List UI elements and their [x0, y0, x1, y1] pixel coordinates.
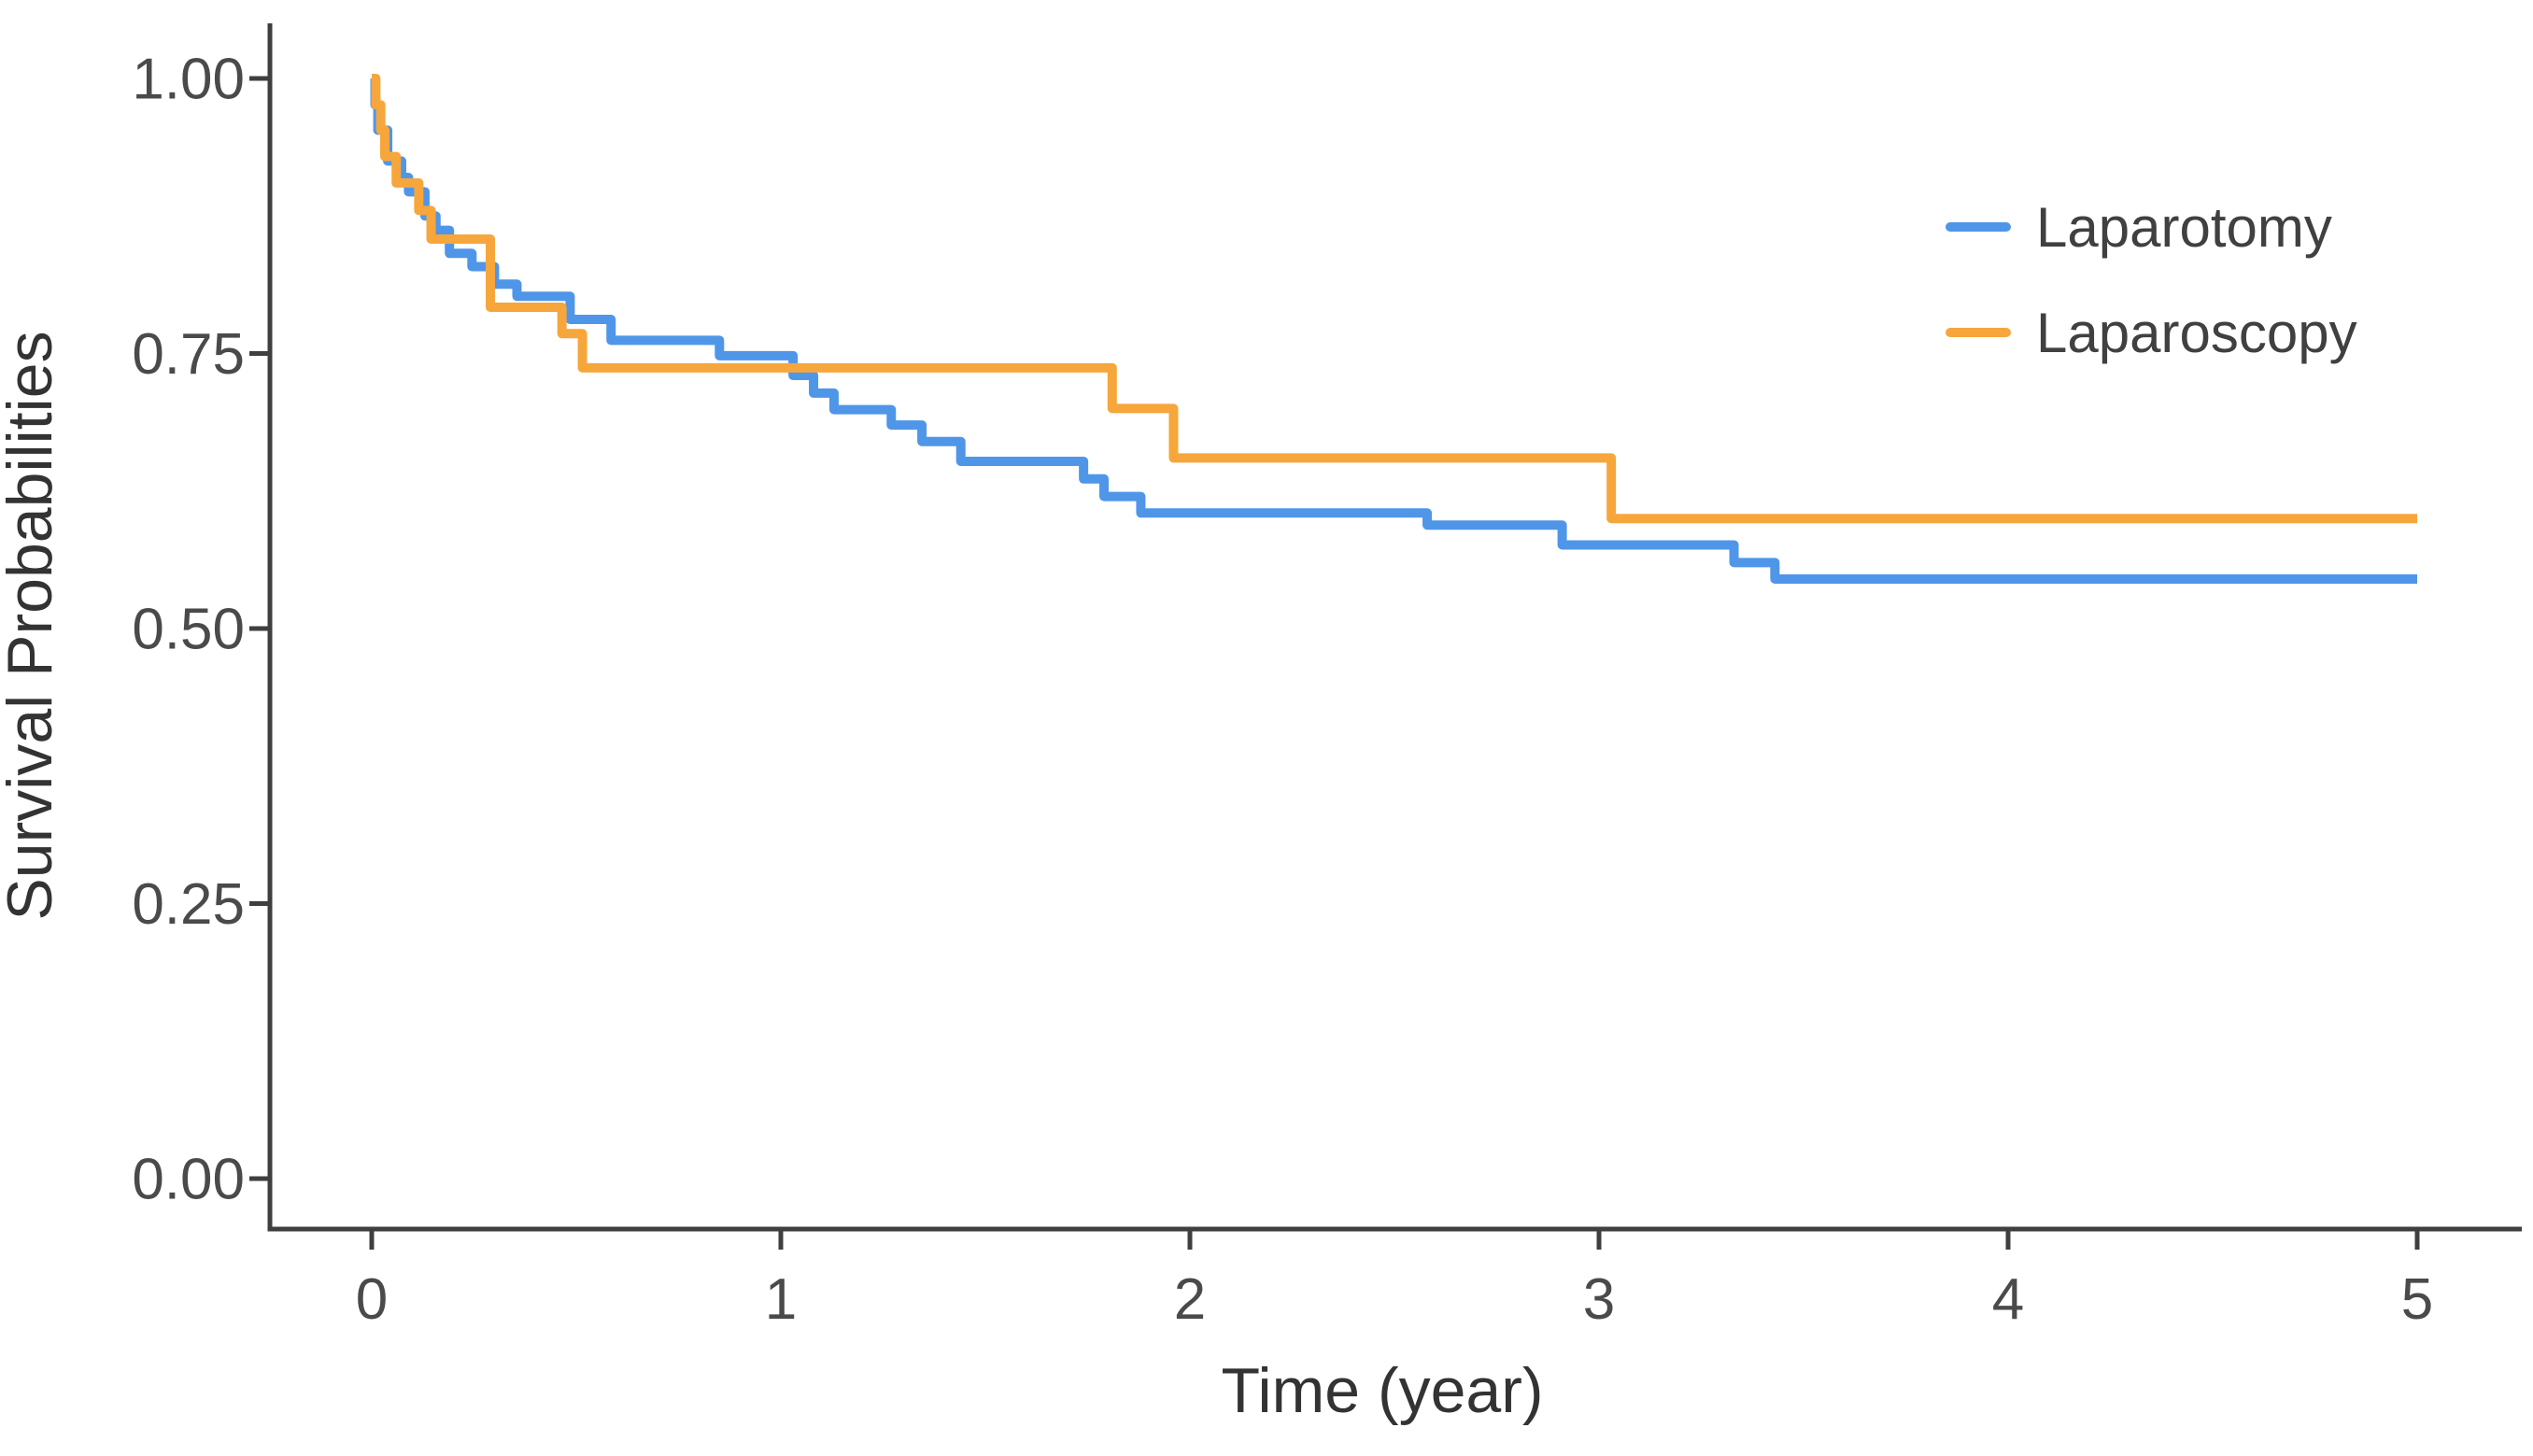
- y-axis-tick-label: 0.00: [132, 1148, 245, 1212]
- survival-curve-laparoscopy: [371, 74, 2417, 524]
- y-axis-title: Survival Probabilities: [0, 331, 65, 920]
- x-axis-tick-label: 3: [1583, 1267, 1615, 1332]
- legend-label-laparotomy: Laparotomy: [2036, 196, 2332, 259]
- y-axis-tick-label: 0.50: [132, 598, 245, 662]
- legend-label-laparoscopy: Laparoscopy: [2036, 302, 2357, 364]
- x-axis-title: Time (year): [1221, 1355, 1543, 1426]
- x-axis-tick-label: 2: [1174, 1267, 1206, 1332]
- y-axis-tick-label: 0.75: [132, 322, 245, 387]
- x-axis-tick-label: 1: [765, 1267, 797, 1332]
- y-axis-tick-label: 0.25: [132, 872, 245, 937]
- x-axis-tick-label: 5: [2401, 1267, 2433, 1332]
- x-axis-tick-label: 4: [1992, 1267, 2024, 1332]
- x-axis-tick-label: 0: [356, 1267, 388, 1332]
- y-axis-tick-label: 1.00: [132, 48, 245, 112]
